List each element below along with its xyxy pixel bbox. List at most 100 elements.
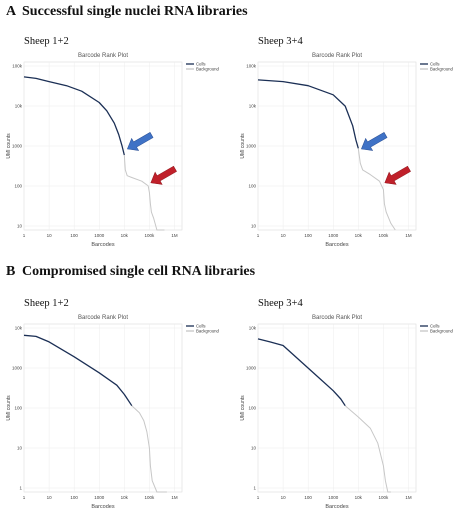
red-arrow-shape — [150, 165, 177, 185]
x-tick-label: 100 — [70, 495, 78, 500]
x-tick-label: 10k — [121, 495, 129, 500]
blue-arrow-icon — [126, 132, 154, 151]
y-tick-label: 1000 — [246, 366, 257, 371]
x-axis-label: Barcodes — [91, 504, 114, 510]
x-tick-label: 100 — [70, 233, 78, 238]
barcode-rank-chart-b2: Barcode Rank Plot 1 10 100 1000 10k 100k 1M 10k 1… — [240, 315, 454, 510]
y-tick-label: 100 — [248, 184, 256, 189]
y-tick-label: 100k — [246, 64, 257, 69]
series-line-background — [123, 154, 165, 231]
chart-panel-a1: Sheep 1+2 Barcode Rank Plot 1 10 100 1000 10k… — [4, 36, 224, 252]
y-tick-label: 100k — [12, 64, 23, 69]
y-tick-label: 10 — [17, 224, 23, 229]
section-b-title: B Compromised single cell RNA libraries — [6, 264, 255, 280]
x-tick-label: 1000 — [328, 495, 339, 500]
x-axis-label: Barcodes — [325, 504, 348, 510]
x-tick-label: 1 — [23, 495, 26, 500]
x-tick-label: 10 — [47, 233, 53, 238]
x-tick-label: 1 — [257, 233, 260, 238]
legend-label-cells: Cells — [430, 324, 440, 329]
x-tick-label: 10 — [281, 495, 287, 500]
legend-label-background: Background — [430, 67, 454, 72]
y-tick-label: 10 — [17, 446, 23, 451]
panel-label: Sheep 3+4 — [258, 36, 303, 47]
red-arrow-icon — [150, 165, 177, 185]
x-tick-label: 10 — [47, 495, 53, 500]
y-tick-label: 10 — [251, 446, 257, 451]
series-line-cells — [23, 334, 133, 407]
y-tick-label: 10k — [249, 104, 257, 109]
series-line-background — [357, 148, 396, 231]
y-tick-label: 100 — [14, 406, 22, 411]
chart-panel-a2: Sheep 3+4 Barcode Rank Plot 1 10 100 1000 10k… — [238, 36, 458, 252]
series-line-cells — [257, 338, 346, 407]
x-tick-label: 1M — [405, 495, 412, 500]
x-tick-label: 1 — [23, 233, 26, 238]
x-tick-label: 100k — [379, 233, 390, 238]
red-arrow-shape — [384, 165, 411, 185]
series-line-cells — [23, 76, 125, 156]
x-axis-label: Barcodes — [325, 242, 348, 248]
series-line-background — [131, 405, 167, 493]
y-tick-label: 1000 — [12, 366, 23, 371]
blue-arrow-shape — [360, 132, 388, 151]
y-tick-label: 1 — [19, 486, 22, 491]
legend-label-cells: Cells — [430, 62, 440, 67]
legend-label-background: Background — [430, 329, 454, 334]
section-b-letter: B — [6, 264, 16, 279]
blue-arrow-shape — [126, 132, 154, 151]
legend-label-cells: Cells — [196, 62, 206, 67]
y-tick-label: 10 — [251, 224, 257, 229]
x-tick-label: 1000 — [328, 233, 339, 238]
x-tick-label: 100k — [145, 495, 156, 500]
y-tick-label: 100 — [14, 184, 22, 189]
section-a-title: A Successful single nuclei RNA libraries — [6, 4, 248, 20]
y-tick-label: 10k — [15, 326, 23, 331]
x-tick-label: 1 — [257, 495, 260, 500]
y-tick-label: 100 — [248, 406, 256, 411]
x-tick-label: 1M — [171, 233, 178, 238]
section-a-text: Successful single nuclei RNA libraries — [22, 4, 248, 19]
x-tick-label: 1M — [405, 233, 412, 238]
x-tick-label: 10k — [121, 233, 129, 238]
x-tick-label: 100k — [379, 495, 390, 500]
x-tick-label: 100k — [145, 233, 156, 238]
y-tick-label: 10k — [249, 326, 257, 331]
y-tick-label: 1000 — [246, 144, 257, 149]
x-tick-label: 1M — [171, 495, 178, 500]
blue-arrow-icon — [360, 132, 388, 151]
chart-title: Barcode Rank Plot — [78, 315, 128, 321]
y-axis-label: UMI counts — [6, 395, 12, 421]
series-line-cells — [257, 79, 359, 149]
chart-panel-b2: Sheep 3+4 Barcode Rank Plot 1 10 100 1000 10k… — [238, 298, 458, 514]
section-a-letter: A — [6, 4, 17, 19]
barcode-rank-chart-b1: Barcode Rank Plot 1 10 100 1000 10k 100k 1M 10k 1… — [6, 315, 220, 510]
series-line-background — [344, 405, 391, 493]
y-axis-label: UMI counts — [240, 395, 246, 421]
legend-label-cells: Cells — [196, 324, 206, 329]
chart-panel-b1: Sheep 1+2 Barcode Rank Plot 1 10 100 1000 10k… — [4, 298, 224, 514]
x-tick-label: 100 — [304, 495, 312, 500]
panel-label: Sheep 1+2 — [24, 36, 69, 47]
x-tick-label: 100 — [304, 233, 312, 238]
y-tick-label: 10k — [15, 104, 23, 109]
legend-label-background: Background — [196, 329, 220, 334]
y-axis-label: UMI counts — [6, 133, 12, 159]
x-tick-label: 10k — [355, 495, 363, 500]
x-tick-label: 10k — [355, 233, 363, 238]
chart-title: Barcode Rank Plot — [312, 53, 362, 59]
red-arrow-icon — [384, 165, 411, 185]
legend-label-background: Background — [196, 67, 220, 72]
y-tick-label: 1000 — [12, 144, 23, 149]
x-tick-label: 10 — [281, 233, 287, 238]
chart-title: Barcode Rank Plot — [312, 315, 362, 321]
x-tick-label: 1000 — [94, 495, 105, 500]
chart-title: Barcode Rank Plot — [78, 53, 128, 59]
y-tick-label: 1 — [253, 486, 256, 491]
x-axis-label: Barcodes — [91, 242, 114, 248]
panel-label: Sheep 1+2 — [24, 298, 69, 309]
x-tick-label: 1000 — [94, 233, 105, 238]
panel-label: Sheep 3+4 — [258, 298, 303, 309]
